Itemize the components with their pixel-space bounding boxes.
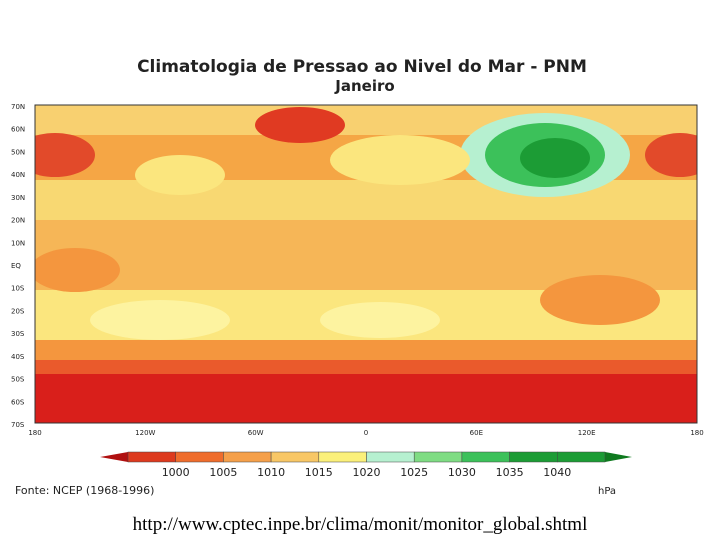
lat-label: 50N bbox=[11, 148, 25, 156]
lat-label: 10N bbox=[11, 239, 25, 247]
lat-label: 40N bbox=[11, 171, 25, 179]
lat-label: 70S bbox=[11, 421, 25, 429]
colorbar-tick: 1020 bbox=[353, 466, 381, 479]
colorbar-swatch bbox=[127, 451, 176, 463]
source-note: Fonte: NCEP (1968-1996) bbox=[15, 484, 154, 497]
lon-label: 120E bbox=[578, 429, 596, 437]
colorbar-tick: 1035 bbox=[496, 466, 524, 479]
lon-label: 0 bbox=[364, 429, 368, 437]
lat-label: 20N bbox=[11, 217, 25, 225]
colorbar-tick: 1040 bbox=[543, 466, 571, 479]
lat-label: 70N bbox=[11, 103, 25, 111]
colorbar bbox=[100, 451, 632, 463]
colorbar-unit: hPa bbox=[598, 486, 616, 497]
colorbar-swatch bbox=[557, 451, 606, 463]
lon-label: 120W bbox=[135, 429, 155, 437]
colorbar-tick: 1000 bbox=[162, 466, 190, 479]
colorbar-tick: 1005 bbox=[209, 466, 237, 479]
colorbar-swatch bbox=[461, 451, 510, 463]
lon-label: 60W bbox=[248, 429, 264, 437]
colorbar-swatch bbox=[223, 451, 272, 463]
lat-label: 20S bbox=[11, 307, 25, 315]
lon-label: 180 bbox=[690, 429, 703, 437]
lon-label: 180 bbox=[28, 429, 41, 437]
lat-label: 50S bbox=[11, 376, 25, 384]
lat-label: 60S bbox=[11, 398, 25, 406]
lat-label: EQ bbox=[11, 262, 21, 270]
map-title: Climatologia de Pressao ao Nivel do Mar … bbox=[137, 57, 587, 77]
map-frame bbox=[34, 104, 698, 424]
colorbar-tick: 1010 bbox=[257, 466, 285, 479]
lat-label: 40S bbox=[11, 353, 25, 361]
lat-label: 30N bbox=[11, 194, 25, 202]
colorbar-swatch bbox=[175, 451, 224, 463]
colorbar-swatch bbox=[366, 451, 415, 463]
source-url: http://www.cptec.inpe.br/clima/monit/mon… bbox=[133, 514, 588, 535]
lat-label: 10S bbox=[11, 285, 25, 293]
lat-label: 30S bbox=[11, 330, 25, 338]
colorbar-swatch bbox=[318, 451, 367, 463]
lat-label: 60N bbox=[11, 126, 25, 134]
lon-label: 60E bbox=[470, 429, 483, 437]
pressure-map bbox=[35, 105, 697, 423]
colorbar-swatch bbox=[413, 451, 463, 463]
colorbar-swatch bbox=[270, 451, 320, 463]
map-subtitle: Janeiro bbox=[334, 77, 394, 95]
colorbar-tick: 1030 bbox=[448, 466, 476, 479]
colorbar-swatch bbox=[509, 451, 558, 463]
colorbar-tick: 1025 bbox=[400, 466, 428, 479]
colorbar-tick: 1015 bbox=[305, 466, 333, 479]
